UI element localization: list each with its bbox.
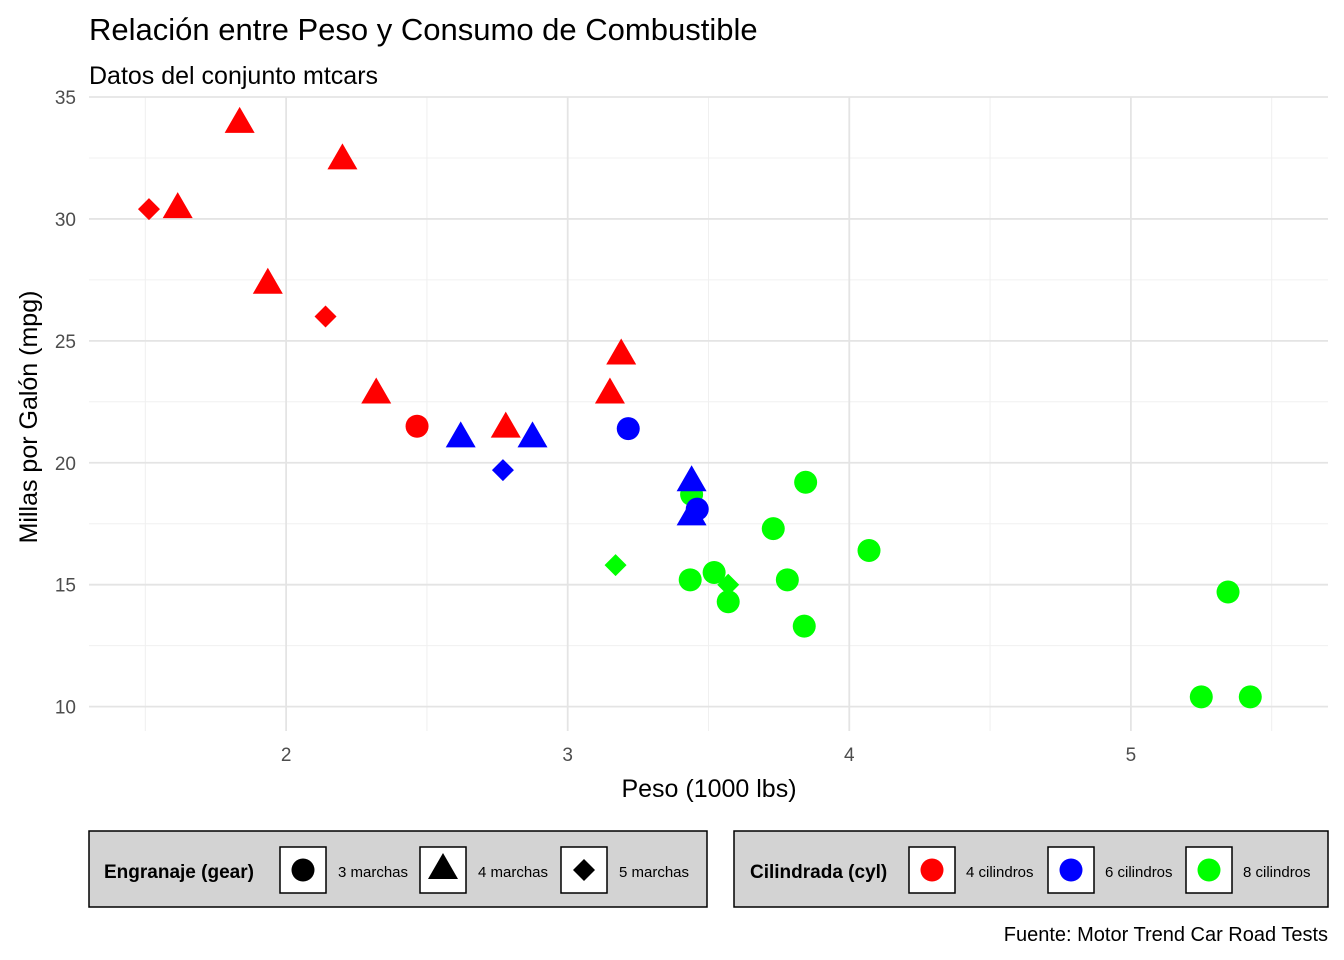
data-point (594, 377, 625, 404)
data-point (716, 590, 740, 614)
legend-label-cyl-6: 6 cilindros (1105, 864, 1173, 881)
x-tick-label: 2 (281, 745, 292, 766)
data-point (702, 561, 726, 584)
x-axis-ticks: 2 3 4 5 (281, 745, 1136, 766)
legend-key-color (920, 858, 944, 882)
data-point (445, 421, 476, 448)
data-point (137, 198, 160, 221)
chart-title: Relación entre Peso y Consumo de Combust… (89, 12, 758, 47)
data-point (794, 470, 818, 494)
legend-key-diamond (573, 859, 595, 881)
y-tick-label: 15 (55, 576, 76, 597)
data-point (162, 192, 193, 219)
data-points (137, 106, 1262, 709)
legend-shape-title: Engranaje (gear) (104, 862, 254, 883)
x-tick-label: 3 (562, 745, 573, 766)
legend-label-gear-5: 5 marchas (619, 864, 689, 881)
data-point (775, 568, 799, 592)
data-point (761, 517, 785, 541)
data-point (491, 459, 514, 482)
data-point (361, 377, 392, 404)
data-point (405, 414, 429, 438)
data-point (678, 568, 702, 592)
y-axis-ticks: 10 15 20 25 30 35 (55, 88, 76, 719)
y-tick-label: 20 (55, 454, 76, 475)
plot-grid (89, 96, 1328, 731)
legend-label-gear-4: 4 marchas (478, 864, 548, 881)
data-point (252, 267, 283, 294)
data-point (616, 417, 640, 441)
legend-shape-keys (279, 846, 608, 894)
legend-key-box (908, 846, 956, 894)
data-point (1189, 685, 1213, 709)
data-point (314, 305, 337, 328)
legend-key-triangle (428, 853, 458, 879)
y-tick-label: 10 (55, 698, 76, 719)
data-point (327, 143, 358, 170)
legend-label-cyl-4: 4 cilindros (966, 864, 1034, 881)
x-axis-title: Peso (1000 lbs) (621, 775, 796, 803)
y-tick-label: 30 (55, 210, 76, 231)
legend-label-gear-3: 3 marchas (338, 864, 408, 881)
data-point (517, 421, 548, 448)
chart-caption: Fuente: Motor Trend Car Road Tests (1004, 924, 1328, 946)
legend-key-circle (291, 858, 315, 882)
data-point (1216, 580, 1240, 604)
data-point (606, 338, 637, 365)
legend-label-cyl-8: 8 cilindros (1243, 864, 1311, 881)
legend-key-color (1197, 858, 1221, 882)
data-point (224, 106, 255, 133)
legend-key-color (1059, 858, 1083, 882)
data-point (792, 614, 816, 638)
data-point (676, 499, 707, 526)
y-tick-label: 25 (55, 332, 76, 353)
x-tick-label: 4 (844, 745, 855, 766)
data-point (1238, 685, 1262, 709)
legend: Engranaje (gear) Cilindrada (cyl) 3 marc… (88, 830, 1329, 908)
data-point (857, 539, 881, 563)
chart-subtitle: Datos del conjunto mtcars (89, 62, 378, 90)
x-tick-label: 5 (1126, 745, 1137, 766)
legend-color-keys (908, 846, 1233, 894)
data-point (490, 411, 521, 438)
data-point (676, 465, 707, 492)
data-point (717, 573, 740, 596)
y-tick-label: 35 (55, 88, 76, 109)
data-point (604, 554, 627, 577)
y-axis-title: Millas por Galón (mpg) (15, 291, 43, 544)
legend-color-title: Cilindrada (cyl) (750, 862, 887, 883)
